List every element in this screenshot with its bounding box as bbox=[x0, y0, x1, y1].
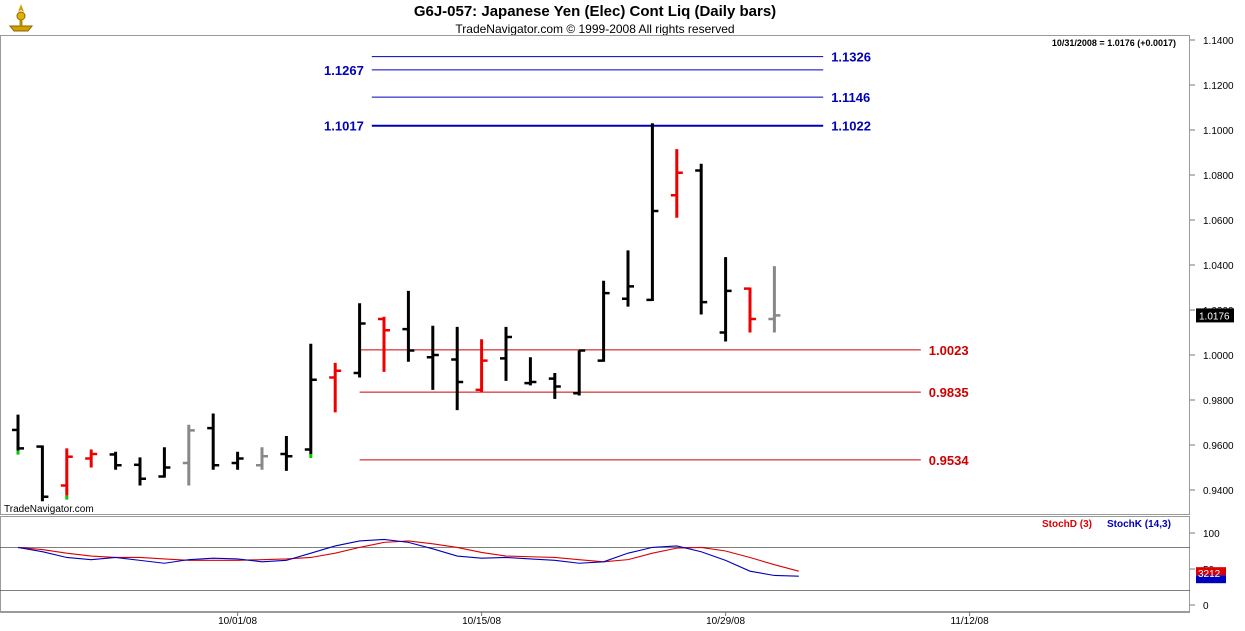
ohlc-bar bbox=[378, 316, 390, 372]
stoch-d-last-box bbox=[1196, 567, 1226, 576]
chart-subtitle: TradeNavigator.com © 1999-2008 All right… bbox=[455, 22, 735, 36]
ohlc-bar bbox=[231, 451, 244, 470]
price-tick-label: 0.9800 bbox=[1203, 396, 1234, 407]
level-label-right: 1.1022 bbox=[831, 119, 871, 134]
level-label-right: 0.9835 bbox=[929, 385, 969, 400]
level-label-right: 0.9534 bbox=[929, 453, 970, 468]
last-price-label: 1.0176 bbox=[1199, 311, 1230, 322]
price-tick-label: 1.0600 bbox=[1203, 216, 1234, 227]
price-bars bbox=[12, 123, 781, 502]
price-tick-label: 0.9600 bbox=[1203, 441, 1234, 452]
x-axis: 10/01/08 10/15/08 10/29/08 11/12/08 bbox=[218, 612, 989, 627]
price-tick-label: 1.0000 bbox=[1203, 351, 1234, 362]
stoch-y-axis: 0501003212 bbox=[0, 529, 1226, 612]
ohlc-bar bbox=[475, 339, 488, 393]
ohlc-bar bbox=[207, 413, 220, 470]
level-lines: 1.1326 1.1267 1.1146 1.1022 1.1017 1.0023 0.98… bbox=[324, 50, 969, 468]
ohlc-bar bbox=[280, 436, 293, 471]
ohlc-bar bbox=[158, 447, 171, 478]
ohlc-bar bbox=[695, 163, 708, 315]
chart-title: G6J-057: Japanese Yen (Elec) Cont Liq (D… bbox=[413, 3, 777, 20]
ohlc-bar bbox=[670, 149, 683, 218]
ohlc-bar bbox=[500, 326, 512, 381]
last-price-box bbox=[1196, 308, 1234, 323]
price-tick-label: 1.0800 bbox=[1203, 171, 1234, 182]
ohlc-bar bbox=[548, 373, 561, 399]
ohlc-bar bbox=[451, 326, 464, 411]
ohlc-bar bbox=[182, 424, 195, 486]
trade-navigator-logo bbox=[4, 2, 38, 34]
ohlc-bar bbox=[60, 448, 73, 500]
ohlc-bar bbox=[134, 457, 146, 486]
ohlc-bar bbox=[573, 349, 586, 396]
stoch-lines bbox=[17, 538, 799, 577]
ohlc-bar bbox=[768, 266, 781, 333]
price-tick-label: 1.1200 bbox=[1203, 81, 1234, 92]
price-tick-label: 1.1400 bbox=[1203, 36, 1234, 47]
x-tick-label: 10/15/08 bbox=[462, 616, 501, 627]
price-panel-frame bbox=[0, 35, 1190, 515]
level-label-right: 1.0023 bbox=[929, 343, 969, 358]
level-label-right: 1.1146 bbox=[831, 90, 870, 105]
watermark-text: TradeNavigator.com bbox=[4, 504, 94, 515]
ohlc-bar bbox=[719, 257, 732, 342]
level-label-right: 1.1326 bbox=[831, 50, 871, 65]
stoch-panel-frame bbox=[0, 516, 1190, 612]
stoch-tick-label: 100 bbox=[1203, 529, 1220, 540]
level-label-left: 1.1017 bbox=[324, 119, 364, 134]
price-tick-label: 0.9400 bbox=[1203, 486, 1234, 497]
ohlc-bar bbox=[402, 290, 415, 362]
x-tick-label: 11/12/08 bbox=[951, 616, 990, 627]
stoch-tick-label: 0 bbox=[1203, 601, 1209, 612]
stoch-d-line bbox=[17, 540, 799, 572]
ohlc-bar bbox=[597, 280, 610, 362]
price-y-axis: 0.94000.96000.98001.00001.02001.04001.06… bbox=[1190, 36, 1234, 497]
ohlc-bar bbox=[524, 357, 537, 386]
x-tick-label: 10/01/08 bbox=[218, 616, 257, 627]
stoch-k-last-box bbox=[1196, 575, 1226, 584]
x-tick-label: 10/29/08 bbox=[706, 616, 745, 627]
level-label-left: 1.1267 bbox=[324, 63, 364, 78]
ohlc-bar bbox=[304, 343, 317, 458]
stoch-k-line bbox=[17, 538, 799, 577]
ohlc-bar bbox=[353, 303, 366, 378]
ohlc-bar bbox=[744, 287, 756, 333]
stoch-legend-d: StochD (3) bbox=[1042, 519, 1092, 530]
ohlc-bar bbox=[622, 250, 634, 307]
ohlc-bar bbox=[256, 447, 268, 470]
ohlc-bar bbox=[109, 451, 122, 470]
ohlc-bar bbox=[646, 123, 659, 302]
ohlc-bar bbox=[12, 414, 24, 455]
ohlc-bar bbox=[36, 445, 49, 502]
ohlc-bar bbox=[329, 362, 342, 413]
ohlc-bar bbox=[85, 449, 98, 468]
stoch-legend-k: StochK (14,3) bbox=[1107, 519, 1171, 530]
price-tick-label: 1.0400 bbox=[1203, 261, 1234, 272]
price-tick-label: 1.1000 bbox=[1203, 126, 1234, 137]
last-value-note: 10/31/2008 = 1.0176 (+0.0017) bbox=[1052, 38, 1176, 48]
ohlc-bar bbox=[426, 325, 439, 390]
stoch-last-value: 3212 bbox=[1198, 569, 1221, 580]
